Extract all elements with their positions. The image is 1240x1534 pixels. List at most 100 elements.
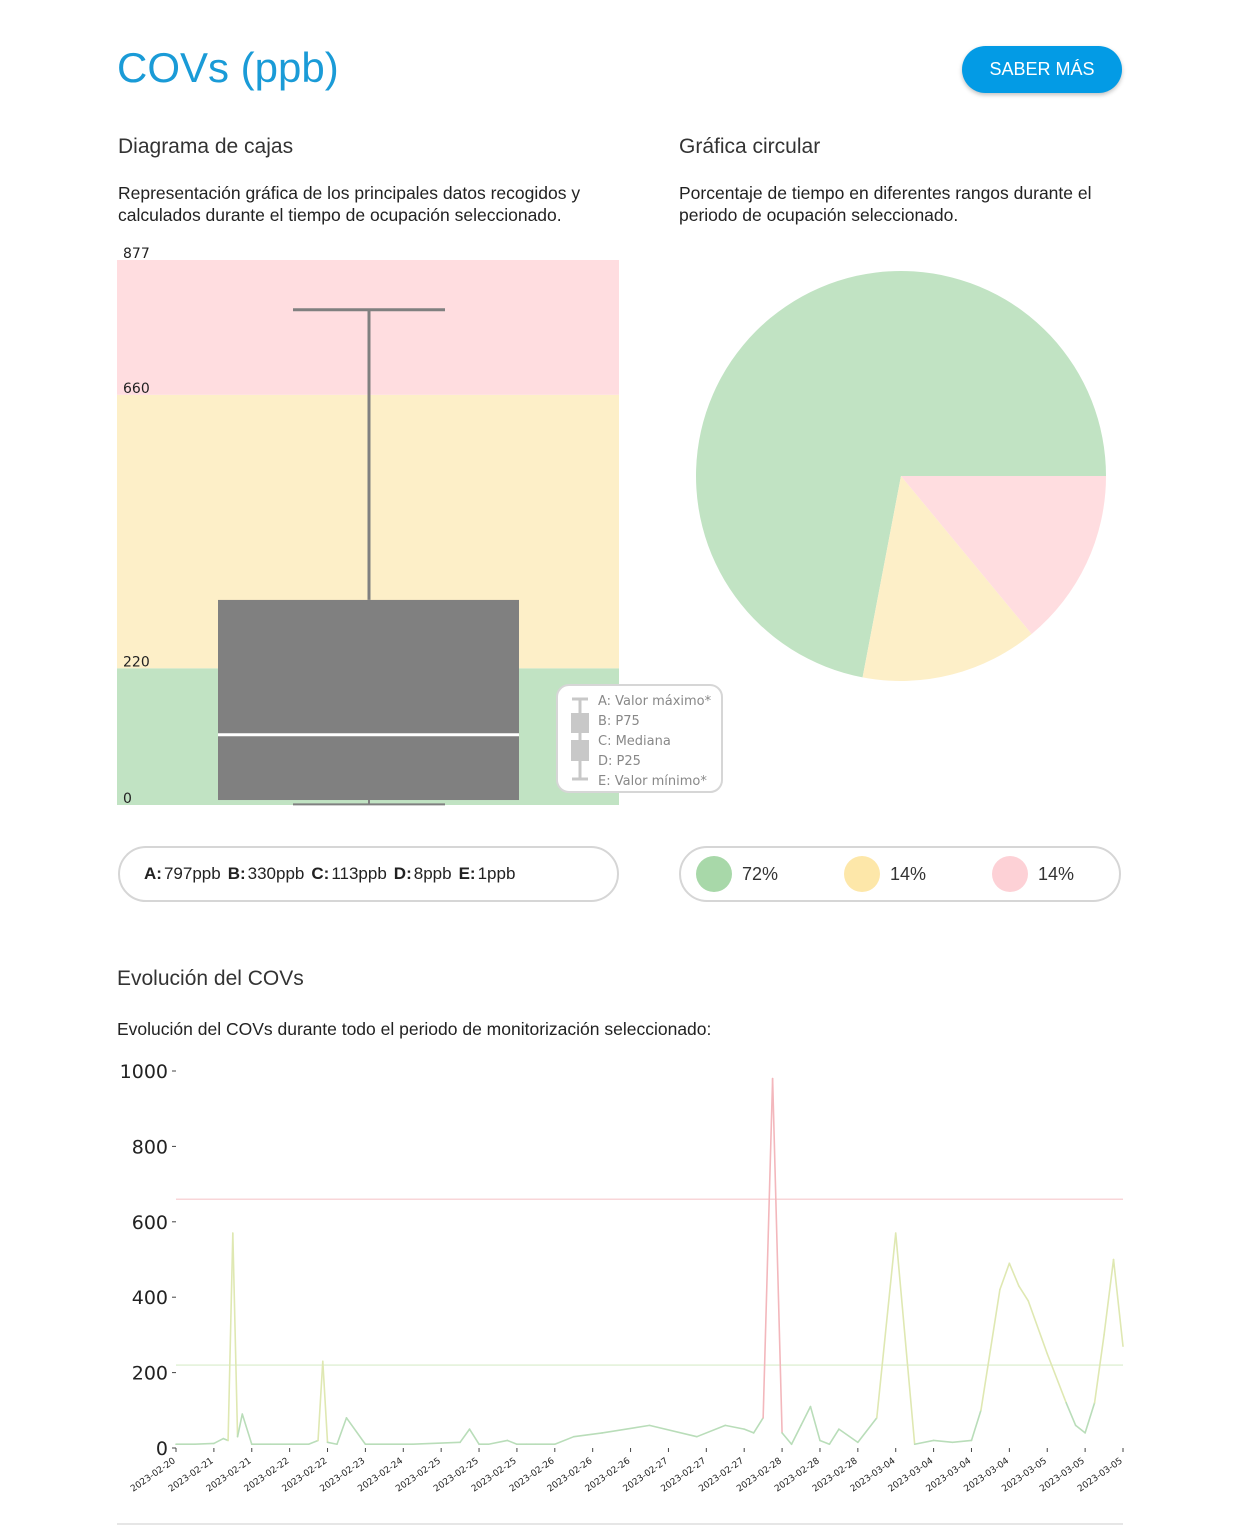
boxplot-description: Representación gráfica de los principale… bbox=[118, 183, 581, 225]
series-segment bbox=[321, 1360, 329, 1444]
series-segment bbox=[411, 1441, 461, 1446]
boxplot-legend: A: Valor máximo* B: P75 C: Mediana D: P2… bbox=[556, 684, 723, 793]
series-segment bbox=[572, 1432, 603, 1438]
pie-heading: Gráfica circular bbox=[679, 135, 821, 158]
page-title: COVs (ppb) bbox=[117, 44, 339, 91]
series-segment bbox=[999, 1262, 1011, 1291]
yellow-dot-icon bbox=[844, 856, 880, 892]
series-segment bbox=[828, 1428, 840, 1446]
series-segment bbox=[989, 1288, 1001, 1351]
series-segment bbox=[236, 1413, 244, 1438]
series-segment bbox=[1027, 1300, 1049, 1355]
series-segment bbox=[1093, 1334, 1105, 1404]
pie-legend-red: 14% bbox=[992, 856, 1074, 892]
boxplot-stats: A: 797ppb B: 330ppb C: 113ppb D: 8ppb E: 1ppb bbox=[118, 846, 619, 902]
series-segment bbox=[241, 1413, 253, 1446]
red-dot-icon bbox=[992, 856, 1028, 892]
legend-item-e: E: Valor mínimo* bbox=[598, 774, 707, 789]
series-segment bbox=[875, 1232, 897, 1419]
green-dot-icon bbox=[696, 856, 732, 892]
pie-legend: 72% 14% 14% bbox=[679, 846, 1121, 902]
stat-e: E: 1ppb bbox=[458, 864, 516, 883]
series-segment bbox=[345, 1417, 367, 1446]
series-segment bbox=[317, 1360, 324, 1442]
boxplot-heading: Diagrama de cajas bbox=[118, 135, 294, 158]
y-tick-label: 400 bbox=[132, 1287, 168, 1309]
series-segment bbox=[781, 1432, 793, 1446]
series-segment bbox=[1018, 1285, 1030, 1302]
series-segment bbox=[459, 1428, 471, 1444]
series-segment bbox=[307, 1439, 319, 1446]
series-segment bbox=[648, 1424, 698, 1438]
series-segment bbox=[1046, 1352, 1067, 1404]
y-tick-label: 600 bbox=[132, 1212, 168, 1234]
bottom-divider bbox=[117, 1523, 1123, 1525]
series-segment bbox=[468, 1428, 480, 1446]
series-segment bbox=[752, 1417, 764, 1434]
series-segment bbox=[771, 1077, 783, 1434]
stat-b: B: 330ppb bbox=[227, 864, 305, 883]
series-segment bbox=[1008, 1262, 1020, 1287]
series-segment bbox=[894, 1232, 916, 1446]
legend-item-b: B: P75 bbox=[598, 714, 640, 729]
series-segment bbox=[601, 1424, 651, 1434]
pie-legend-green-label: 72% bbox=[742, 863, 779, 884]
legend-item-a: A: Valor máximo* bbox=[598, 694, 712, 709]
series-segment bbox=[913, 1439, 935, 1446]
series-segment bbox=[213, 1437, 225, 1445]
series-segment bbox=[1084, 1401, 1096, 1434]
series-segment bbox=[790, 1424, 802, 1446]
series-segment bbox=[724, 1424, 746, 1430]
stat-c: C: 113ppb bbox=[311, 864, 387, 883]
boxplot-chart: 877 660 220 0 A: Valor máximo* B: P75 C: Me… bbox=[117, 246, 723, 807]
series-segment bbox=[800, 1405, 812, 1427]
series-segment bbox=[227, 1232, 234, 1442]
series-segment bbox=[809, 1405, 821, 1442]
stat-d: D: 8ppb bbox=[393, 864, 452, 883]
stat-a: A: 797ppb bbox=[144, 864, 221, 883]
box-tick-label: 877 bbox=[123, 246, 150, 262]
series-segment bbox=[1112, 1258, 1124, 1348]
pie-description: Porcentaje de tiempo en diferentes rango… bbox=[679, 183, 1092, 225]
box-tick-label: 0 bbox=[123, 791, 132, 807]
series-segment bbox=[553, 1435, 575, 1446]
series-segment bbox=[487, 1439, 509, 1446]
series-segment bbox=[336, 1417, 348, 1446]
box-iqr bbox=[218, 599, 519, 801]
box-tick-label: 660 bbox=[123, 381, 150, 397]
series-segment bbox=[506, 1439, 518, 1446]
series-segment bbox=[743, 1428, 755, 1434]
pie-legend-yellow: 14% bbox=[844, 856, 926, 892]
y-tick-label: 0 bbox=[156, 1438, 168, 1460]
series-segment bbox=[932, 1439, 954, 1444]
series-segment bbox=[232, 1232, 239, 1438]
pie-slice-red bbox=[901, 476, 1106, 634]
series-segment bbox=[194, 1442, 215, 1446]
series-segment bbox=[857, 1417, 878, 1444]
pie-legend-green: 72% bbox=[696, 856, 778, 892]
pie-legend-yellow-label: 14% bbox=[890, 863, 927, 884]
y-tick-label: 200 bbox=[132, 1363, 168, 1385]
series-segment bbox=[819, 1439, 831, 1446]
pie-slice-green bbox=[696, 271, 1106, 678]
series-segment bbox=[326, 1441, 338, 1446]
series-segment bbox=[838, 1428, 859, 1444]
box-tick-label: 220 bbox=[123, 654, 150, 670]
evolution-heading: Evolución del COVs bbox=[117, 967, 304, 990]
series-segment bbox=[762, 1077, 774, 1419]
series-segment bbox=[1065, 1401, 1077, 1427]
y-tick-label: 800 bbox=[132, 1136, 168, 1158]
series-segment bbox=[1074, 1424, 1086, 1434]
series-segment bbox=[1103, 1258, 1115, 1336]
pie-slice-yellow bbox=[862, 476, 1032, 681]
legend-item-c: C: Mediana bbox=[598, 734, 671, 749]
pie-chart bbox=[696, 271, 1106, 681]
series-segment bbox=[951, 1439, 973, 1444]
series-segment bbox=[970, 1409, 982, 1442]
series-segment bbox=[980, 1349, 992, 1412]
saber-mas-button[interactable]: SABER MÁS bbox=[962, 46, 1122, 93]
y-tick-label: 1000 bbox=[120, 1061, 168, 1083]
evolution-description: Evolución del COVs durante todo el perio… bbox=[117, 1019, 712, 1039]
pie-legend-red-label: 14% bbox=[1038, 863, 1075, 884]
